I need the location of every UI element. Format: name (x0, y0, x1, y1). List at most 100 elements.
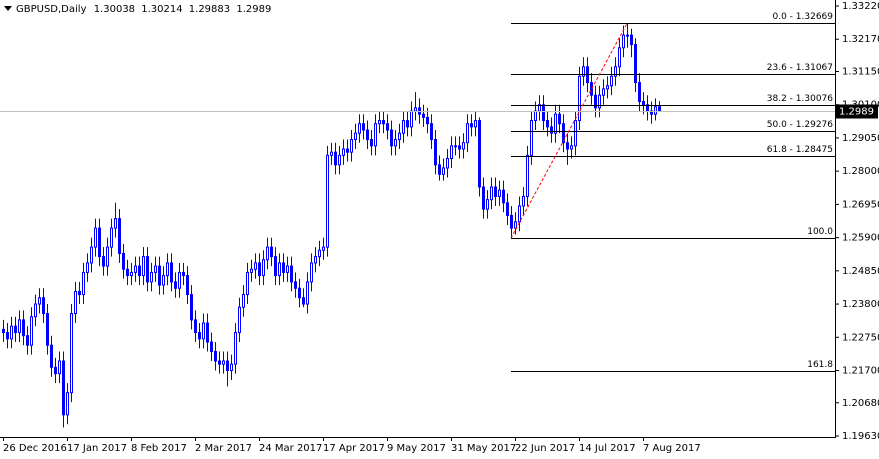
candle-body (594, 94, 597, 109)
candle-body (638, 82, 641, 103)
candle-body (246, 271, 249, 296)
fib-label: 50.0 - 1.29276 (767, 120, 833, 130)
candle-body (494, 186, 497, 197)
candle-body (294, 281, 297, 289)
candle-body (282, 262, 285, 273)
candle-body (506, 202, 509, 216)
candle-body (350, 139, 353, 153)
fib-label: 161.8 (807, 360, 833, 370)
candle-body (134, 265, 137, 273)
candle-body (526, 154, 529, 197)
candle-body (550, 126, 553, 134)
chart-header: GBPUSD,Daily 1.30038 1.30214 1.29883 1.2… (16, 4, 271, 15)
candle-body (114, 218, 117, 229)
candle-body (138, 265, 141, 277)
candle-body (254, 262, 257, 270)
candle-body (118, 218, 121, 254)
candle-body (214, 351, 217, 362)
candle-body (22, 319, 25, 337)
candle-body (270, 246, 273, 258)
candle-body (30, 316, 33, 346)
candle-body (406, 120, 409, 128)
candle-body (446, 158, 449, 169)
candle-body (94, 227, 97, 248)
candle-body (354, 132, 357, 141)
x-tick-label: 17 Jan 2017 (67, 443, 127, 454)
candle-body (18, 319, 21, 334)
candle-body (162, 275, 165, 286)
candle-body (490, 186, 493, 201)
candle-body (326, 154, 329, 248)
candle-body (122, 252, 125, 270)
candle-body (630, 34, 633, 46)
candle-body (38, 297, 41, 305)
candle-body (522, 195, 525, 207)
candle-body (378, 120, 381, 125)
candle-body (258, 262, 261, 277)
candle-body (342, 148, 345, 156)
candle-body (618, 47, 621, 68)
candle-body (410, 110, 413, 128)
candle-body (482, 186, 485, 210)
candle-body (26, 335, 29, 346)
candle-body (566, 142, 569, 150)
candle-body (338, 154, 341, 166)
menu-arrow[interactable] (4, 6, 12, 11)
candle-body (62, 360, 65, 416)
y-tick-label: 1.32170 (842, 34, 879, 45)
candle-body (386, 123, 389, 131)
candle-body (190, 294, 193, 321)
candle-body (614, 66, 617, 77)
x-tick-label: 8 Feb 2017 (131, 443, 187, 454)
candle-body (54, 366, 57, 375)
candle-body (346, 148, 349, 153)
candle-body (658, 106, 661, 112)
candle-body (58, 360, 61, 375)
candle-body (198, 332, 201, 340)
candle-body (562, 123, 565, 144)
candle-body (382, 120, 385, 125)
candle-body (202, 322, 205, 340)
candle-body (154, 265, 157, 273)
candle-body (234, 332, 237, 365)
x-tick-label: 22 Jun 2017 (515, 443, 575, 454)
candle-body (150, 271, 153, 283)
candle-body (390, 129, 393, 147)
y-tick-label: 1.26950 (842, 199, 879, 210)
x-tick-label: 7 Aug 2017 (643, 443, 701, 454)
candle-body (90, 246, 93, 264)
candle-body (450, 145, 453, 160)
low: 1.29883 (189, 4, 230, 15)
candle-body (434, 139, 437, 166)
fib-label: 61.8 - 1.28475 (767, 145, 833, 155)
candle-body (102, 256, 105, 267)
candle-body (590, 82, 593, 96)
candle-body (426, 116, 429, 125)
candle-body (642, 101, 645, 106)
candle-body (274, 256, 277, 277)
candle-body (578, 75, 581, 122)
candle-body (486, 199, 489, 210)
candle-body (362, 123, 365, 131)
candle-body (546, 120, 549, 128)
y-tick-label: 1.22750 (842, 332, 879, 343)
candle-body (210, 341, 213, 353)
candle-body (70, 313, 73, 394)
candle-body (290, 265, 293, 283)
candle-body (78, 290, 81, 296)
candle-body (478, 120, 481, 188)
candle-body (610, 75, 613, 87)
candle-body (534, 110, 537, 122)
open: 1.30038 (94, 4, 135, 15)
candle-body (558, 113, 561, 125)
fib-label: 0.0 - 1.32669 (773, 12, 834, 22)
candle-body (598, 94, 601, 109)
candle-body (82, 271, 85, 296)
candle-body (574, 120, 577, 147)
y-tick-label: 1.25900 (842, 233, 879, 244)
candle-body (374, 123, 377, 147)
candle-body (110, 227, 113, 248)
y-tick-label: 1.20680 (842, 398, 879, 409)
candle-body (262, 259, 265, 277)
